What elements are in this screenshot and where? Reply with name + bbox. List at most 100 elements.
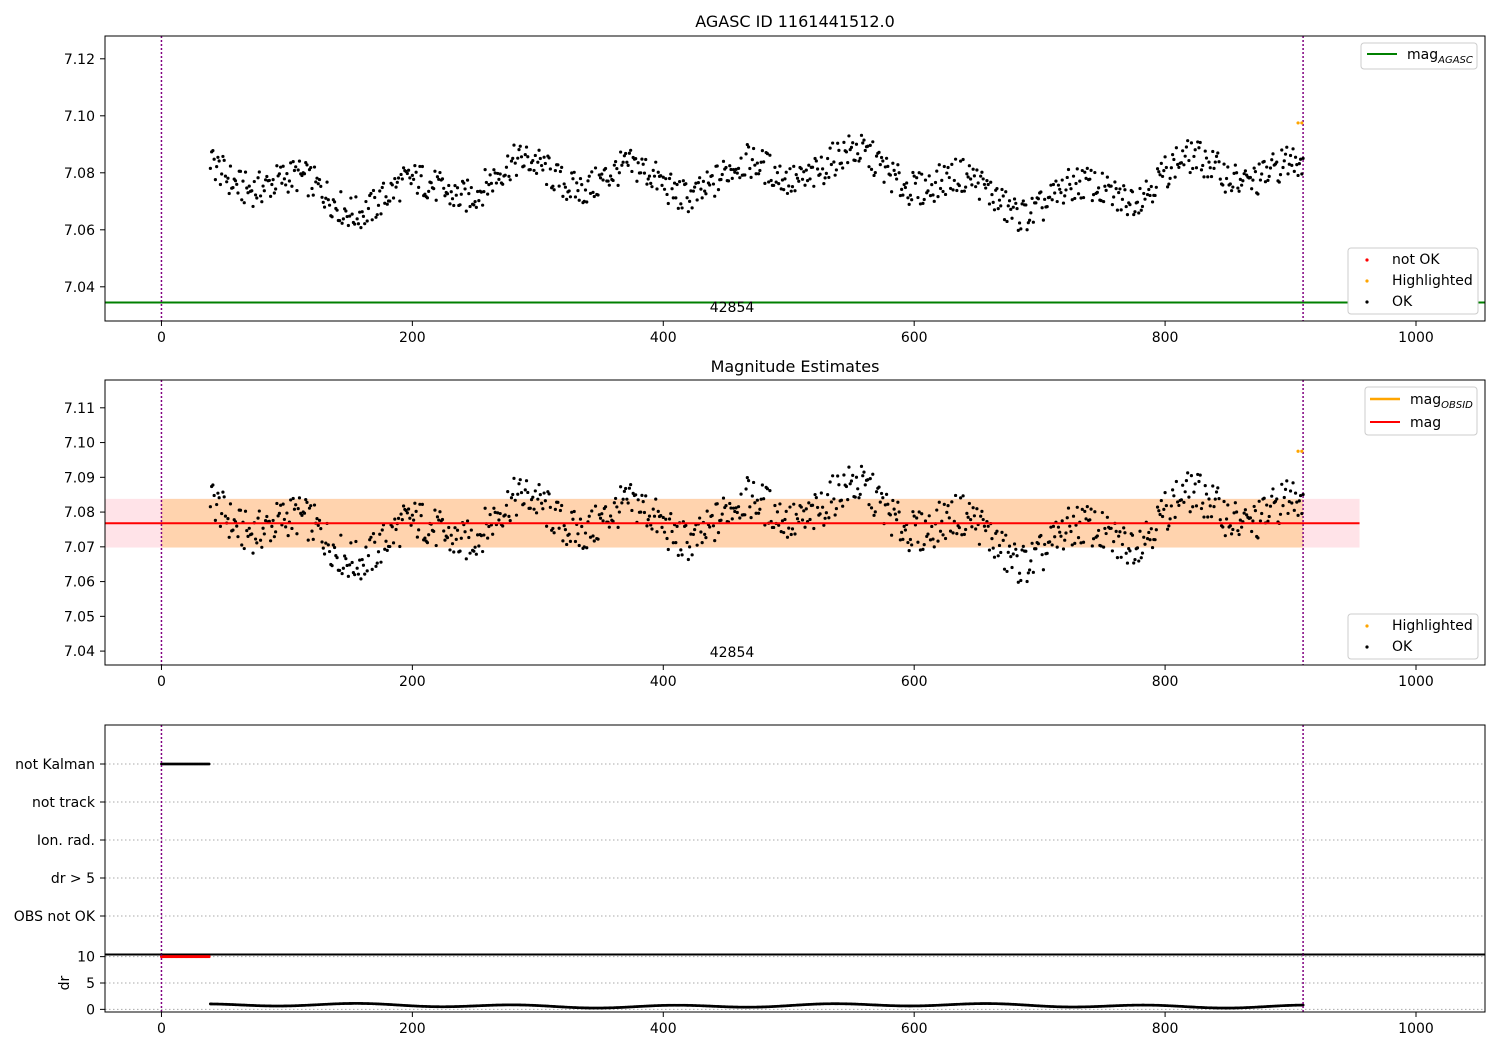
ok-point: [519, 490, 524, 495]
ok-point: [327, 203, 332, 207]
ok-point: [265, 514, 269, 519]
ok-point: [966, 175, 970, 179]
ok-point: [992, 555, 997, 559]
ok-point: [735, 171, 739, 175]
ok-point: [748, 166, 752, 171]
ok-point: [1182, 163, 1186, 167]
ok-point: [231, 185, 235, 190]
ok-point: [912, 174, 916, 178]
ok-point: [1142, 191, 1146, 196]
ok-point: [1214, 490, 1219, 494]
ok-point: [884, 156, 889, 160]
ok-point: [380, 528, 384, 532]
ok-point: [834, 168, 839, 172]
ok-point: [611, 178, 615, 183]
ok-point: [1179, 498, 1183, 502]
ok-point: [267, 519, 271, 523]
ok-point: [335, 208, 339, 212]
ok-point: [1021, 544, 1025, 548]
ok-point: [990, 192, 994, 197]
ok-point: [391, 541, 396, 545]
ok-point: [955, 188, 959, 193]
ok-point: [270, 182, 274, 187]
ok-point: [745, 142, 749, 147]
ok-point: [873, 171, 877, 175]
ok-point: [674, 196, 678, 200]
ok-point: [959, 496, 963, 500]
ok-point: [350, 212, 354, 216]
ok-point: [765, 152, 770, 156]
ok-point: [608, 514, 613, 518]
ok-point: [689, 532, 693, 536]
ok-point: [582, 199, 586, 203]
ok-point: [937, 500, 941, 504]
ok-point: [537, 483, 541, 487]
ok-point: [512, 143, 516, 147]
panel4-frame: [104, 953, 1486, 1013]
ok-point: [296, 507, 300, 511]
ok-point: [1285, 479, 1289, 483]
panel1-xtick-label: 600: [901, 330, 928, 346]
ok-point: [295, 188, 299, 193]
ok-point: [458, 203, 462, 207]
ok-point: [768, 153, 772, 157]
ok-point: [590, 509, 594, 513]
ok-point: [872, 513, 876, 517]
ok-point: [1009, 207, 1013, 211]
ok-point: [211, 149, 215, 153]
ok-point: [1071, 174, 1076, 178]
ok-point: [1133, 557, 1137, 562]
ok-point: [491, 532, 495, 536]
ok-point: [793, 189, 797, 193]
ok-point: [1028, 568, 1032, 572]
ok-point: [425, 540, 430, 545]
ok-point: [473, 199, 477, 204]
ok-point: [869, 167, 874, 171]
ok-point: [1036, 197, 1040, 201]
ok-point: [859, 464, 864, 468]
ok-point: [1110, 549, 1114, 553]
ok-point: [1004, 533, 1008, 537]
panel1-legend-points: not OK Highlighted OK: [1347, 247, 1479, 315]
ok-point: [321, 546, 325, 550]
ok-point: [868, 476, 872, 481]
ok-point: [979, 174, 983, 178]
ok-point: [1263, 180, 1268, 184]
panel4-xtick-label: 600: [901, 1021, 928, 1037]
ok-point: [586, 179, 590, 183]
ok-point: [614, 496, 618, 501]
ok-point: [435, 515, 440, 519]
ok-point: [474, 205, 478, 209]
ok-point: [399, 512, 403, 516]
ok-point: [1103, 526, 1107, 531]
ok-point: [679, 202, 683, 206]
ok-point: [606, 179, 610, 183]
ok-point: [587, 174, 591, 178]
ok-point: [696, 181, 701, 185]
ok-point: [497, 177, 501, 181]
ok-point: [715, 502, 719, 506]
ok-point: [1122, 526, 1126, 530]
ok-point: [728, 164, 732, 168]
ok-point: [1125, 561, 1130, 565]
ok-point: [818, 512, 822, 516]
ok-point: [1002, 567, 1007, 571]
ok-point: [1006, 550, 1010, 554]
ok-point: [997, 198, 1002, 202]
ok-point: [504, 165, 509, 169]
ok-point: [803, 525, 807, 529]
ok-point: [629, 483, 633, 487]
ok-point: [700, 196, 704, 200]
ok-point: [871, 140, 875, 144]
ok-point: [1202, 175, 1206, 179]
ok-point: [948, 529, 953, 533]
ok-point: [884, 492, 889, 496]
ok-point: [1119, 208, 1123, 212]
ok-point: [1248, 175, 1252, 180]
ok-point: [365, 569, 369, 573]
ok-point: [936, 539, 940, 543]
ok-point: [507, 514, 511, 518]
ok-point: [310, 529, 314, 533]
ok-point: [345, 563, 349, 568]
